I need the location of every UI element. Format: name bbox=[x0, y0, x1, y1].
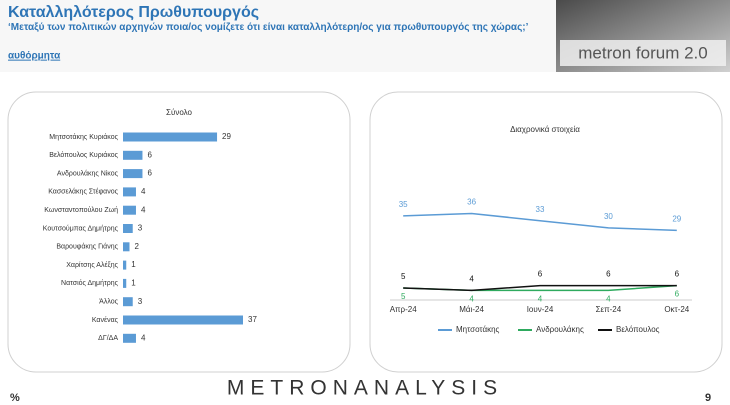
x-tick-label: Σεπ-24 bbox=[596, 305, 622, 314]
x-tick-label: Απρ-24 bbox=[390, 305, 418, 314]
bar bbox=[123, 224, 133, 233]
value-label: 4 bbox=[469, 294, 474, 303]
value-label: 1 bbox=[131, 279, 136, 288]
logo-plate bbox=[560, 40, 726, 66]
legend-label: Μητσοτάκης bbox=[456, 325, 500, 334]
value-label: 6 bbox=[675, 290, 680, 299]
value-label: 6 bbox=[675, 270, 680, 279]
category-label: Ανδρουλάκης Νίκος bbox=[57, 169, 119, 177]
charts: Σύνολο Μητσοτάκης Κυριάκος 29 Βελόπουλος Κυ… bbox=[43, 108, 692, 343]
category-label: Κανένας bbox=[92, 316, 119, 324]
legend-label: Βελόπουλος bbox=[616, 325, 660, 334]
value-label: 6 bbox=[147, 169, 152, 178]
value-label: 1 bbox=[131, 260, 136, 269]
value-label: 37 bbox=[248, 315, 257, 324]
right-panel bbox=[369, 91, 723, 373]
value-label: 4 bbox=[141, 205, 146, 214]
value-label: 4 bbox=[538, 294, 543, 303]
category-label: Βελόπουλος Κυριάκος bbox=[49, 151, 118, 159]
category-label: Κασσελάκης Στέφανος bbox=[48, 188, 118, 196]
value-label: 29 bbox=[222, 132, 231, 141]
bar bbox=[123, 132, 218, 142]
bar bbox=[123, 242, 130, 252]
category-label: Νατσιός Δημήτρης bbox=[61, 279, 119, 287]
value-label: 4 bbox=[469, 274, 474, 283]
x-tick-label: Οκτ-24 bbox=[664, 305, 689, 314]
value-label: 5 bbox=[401, 272, 406, 281]
x-tick-label: Ιουν-24 bbox=[527, 305, 554, 314]
category-label: Χαρίτσης Αλέξης bbox=[66, 261, 118, 269]
chart-title: Διαχρονικά στοιχεία bbox=[510, 125, 580, 134]
category-label: ΔΓ/ΔΑ bbox=[98, 335, 118, 342]
value-label: 4 bbox=[606, 294, 611, 303]
value-label: 33 bbox=[536, 205, 545, 214]
title: Καταλληλότερος Πρωθυπουργός bbox=[8, 4, 259, 21]
left-panel bbox=[7, 91, 351, 373]
value-label: 4 bbox=[141, 333, 146, 342]
line bbox=[403, 212, 677, 232]
category-label: Κωνσταντοπούλου Ζωή bbox=[44, 206, 118, 214]
line bbox=[403, 284, 677, 292]
x-tick-label: Μάι-24 bbox=[459, 305, 484, 314]
value-label: 30 bbox=[604, 212, 613, 221]
chart-title: Σύνολο bbox=[166, 108, 192, 117]
category-label: Άλλος bbox=[99, 299, 118, 306]
bar bbox=[123, 150, 143, 160]
category-label: Βαρουφάκης Γιάνης bbox=[56, 243, 118, 251]
brand: METRONANALYSIS bbox=[227, 377, 503, 400]
value-label: 36 bbox=[467, 198, 476, 207]
value-label: 3 bbox=[138, 224, 143, 233]
bar bbox=[123, 205, 136, 215]
legend-label: Ανδρουλάκης bbox=[536, 325, 584, 334]
value-label: 2 bbox=[134, 242, 139, 251]
category-label: Μητσοτάκης Κυριάκος bbox=[49, 133, 118, 141]
page-number: 9 bbox=[705, 392, 711, 404]
category-label: Κουτσούμπας Δημήτρης bbox=[43, 224, 119, 232]
value-label: 3 bbox=[138, 297, 143, 306]
value-label: 6 bbox=[538, 270, 543, 279]
value-label: 6 bbox=[147, 150, 152, 159]
value-label: 35 bbox=[399, 200, 408, 209]
subtitle-box: ‘Μεταξύ των πολιτικών αρχηγών ποια/ος νο… bbox=[8, 22, 529, 33]
logo: metron forum 2.0 bbox=[578, 43, 707, 62]
subtitle: ‘Μεταξύ των πολιτικών αρχηγών ποια/ος νο… bbox=[8, 22, 529, 33]
bar bbox=[123, 315, 243, 325]
bar bbox=[123, 333, 136, 343]
bar bbox=[123, 297, 133, 307]
bar bbox=[123, 169, 143, 179]
bar bbox=[123, 187, 136, 197]
value-label: 4 bbox=[141, 187, 146, 196]
bar bbox=[123, 260, 127, 270]
unit: % bbox=[10, 392, 20, 404]
value-label: 5 bbox=[401, 292, 406, 301]
bar bbox=[123, 278, 127, 288]
value-label: 6 bbox=[606, 270, 611, 279]
note: αυθόρμητα bbox=[8, 51, 61, 62]
value-label: 29 bbox=[672, 214, 681, 223]
